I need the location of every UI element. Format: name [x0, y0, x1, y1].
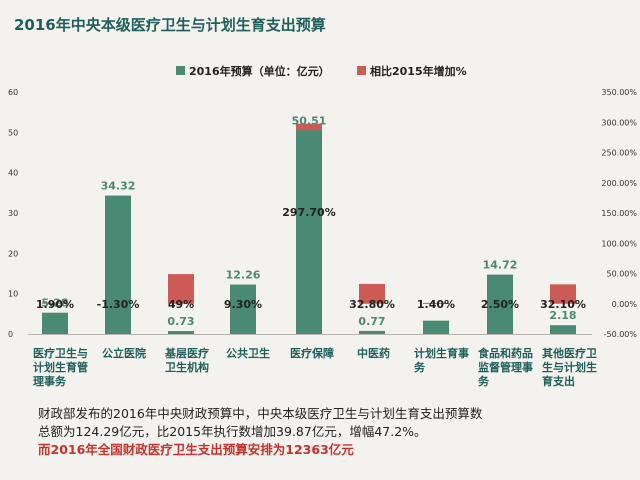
y-right-tick: 300.00%: [601, 118, 637, 127]
y-right-tick: -50.00%: [604, 330, 638, 339]
footer-line-2: 总额为124.29亿元，比2015年执行数增加39.87亿元，增幅47.2%。: [38, 424, 427, 439]
legend-growth-label: 相比2015年增加%: [370, 64, 467, 78]
category-label: 公共卫生: [226, 346, 270, 360]
budget-bar: [550, 325, 576, 334]
category-label: 食品和药品监督管理事务: [478, 346, 533, 388]
growth-bar: [359, 283, 385, 304]
category-label: 公立医院: [102, 346, 146, 360]
budget-bar: [487, 274, 513, 334]
y-right-tick: 150.00%: [601, 209, 637, 218]
category-label: 其他医疗卫生与计划生育支出: [542, 346, 597, 388]
y-left-tick: 10: [8, 290, 18, 299]
legend-budget-swatch: [176, 66, 185, 75]
budget-value-label: 5.28: [41, 297, 68, 310]
growth-value-label: 32.10%: [540, 298, 586, 311]
budget-bar: [105, 195, 131, 334]
legend-growth-swatch: [357, 66, 366, 75]
growth-value-label: 1.40%: [417, 298, 455, 311]
y-left-tick: 0: [8, 330, 13, 339]
bar-chart: 2016年预算（单位：亿元） 相比2015年增加% 0 10 20 30 40 50 60 -50…: [8, 64, 638, 388]
y-left-tick: 50: [8, 128, 18, 137]
budget-bar: [168, 331, 194, 334]
budget-bar: [230, 284, 256, 334]
growth-value-label: 1.90%: [36, 298, 74, 311]
category-label: 中医药: [357, 346, 390, 360]
budget-bar: [42, 312, 68, 334]
growth-bar: [168, 274, 194, 304]
budget-bar: [359, 330, 385, 334]
growth-bar: [423, 302, 449, 304]
footer-line-1: 财政部发布的2016年中央财政预算中，中央本级医疗卫生与计划生育支出预算数: [38, 406, 483, 421]
y-right-tick: 200.00%: [601, 179, 637, 188]
y-left-tick: 40: [8, 169, 18, 178]
growth-bar: [550, 284, 576, 304]
footer-note: 财政部发布的2016年中央财政预算中，中央本级医疗卫生与计划生育支出预算数 总额…: [38, 405, 628, 459]
y-right-tick: 50.00%: [606, 270, 637, 279]
budget-value-label: 0.73: [167, 315, 194, 328]
budget-value-label: 0.77: [358, 315, 385, 328]
category-label: 医疗卫生与计划生育管理事务: [33, 346, 88, 388]
category-label: 医疗保障: [290, 346, 334, 360]
budget-value-label: 2.18: [549, 309, 576, 322]
y-right-tick: 250.00%: [601, 149, 637, 158]
y-left-tick: 20: [8, 249, 18, 258]
y-left-tick: 30: [8, 209, 18, 218]
category-label: 基层医疗卫生机构: [164, 346, 209, 374]
category-label: 计划生育事务: [414, 346, 469, 374]
budget-value-label: 50.51: [292, 114, 327, 127]
footer-line-3: 而2016年全国财政医疗卫生支出预算安排为12363亿元: [38, 442, 354, 457]
budget-value-label: 34.32: [101, 180, 136, 193]
growth-value-label: 2.50%: [481, 298, 519, 311]
y-right-tick: 350.00%: [601, 88, 637, 97]
growth-value-label: 32.80%: [349, 298, 395, 311]
legend-budget-label: 2016年预算（单位：亿元）: [189, 64, 330, 78]
y-right-tick: 100.00%: [601, 239, 637, 248]
budget-value-label: 14.72: [483, 259, 518, 272]
y-left-tick: 60: [8, 88, 18, 97]
budget-bar: [423, 320, 449, 334]
growth-value-label: -1.30%: [97, 298, 140, 311]
growth-bar: [42, 302, 68, 304]
budget-bar: [296, 130, 322, 334]
chart-title: 2016年中央本级医疗卫生与计划生育支出预算: [14, 16, 326, 34]
budget-value-label: 12.26: [226, 269, 261, 282]
growth-value-label: 9.30%: [224, 298, 262, 311]
y-right-tick: 0.00%: [612, 300, 638, 309]
growth-value-label: 297.70%: [282, 206, 335, 219]
growth-value-label: 49%: [168, 298, 194, 311]
